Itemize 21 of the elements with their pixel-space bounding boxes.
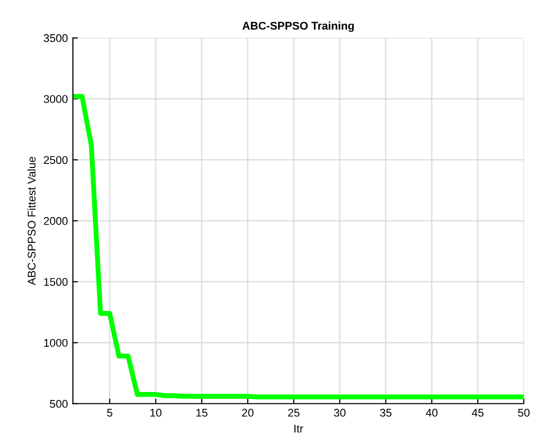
x-axis-title: Itr: [294, 424, 304, 433]
x-tick-label: 10: [150, 408, 162, 417]
x-tick-label: 5: [107, 408, 112, 417]
chart-title: ABC-SPPSO Training: [242, 22, 354, 32]
y-tick-label: 2500: [44, 156, 68, 164]
y-tick-label: 2000: [44, 217, 68, 225]
line-series: [72, 94, 524, 400]
x-tick-label: 35: [380, 408, 392, 417]
x-tick-label: 15: [196, 408, 208, 417]
y-tick-label: 3500: [44, 34, 68, 42]
x-tick-label: 30: [334, 408, 346, 417]
y-tick-label: 1000: [44, 338, 68, 347]
x-tick-label: 25: [288, 408, 300, 417]
x-tick-label: 40: [426, 408, 438, 417]
x-tick-label: 20: [242, 408, 254, 417]
x-tick-label: 45: [472, 408, 484, 417]
y-axis-title: ABC-SPPSO Fittest Value: [27, 156, 36, 286]
y-tick-label: 1500: [44, 278, 68, 286]
x-tick-label: 50: [518, 408, 530, 417]
y-tick-label: 3000: [44, 95, 68, 103]
y-tick-label: 500: [50, 400, 68, 408]
